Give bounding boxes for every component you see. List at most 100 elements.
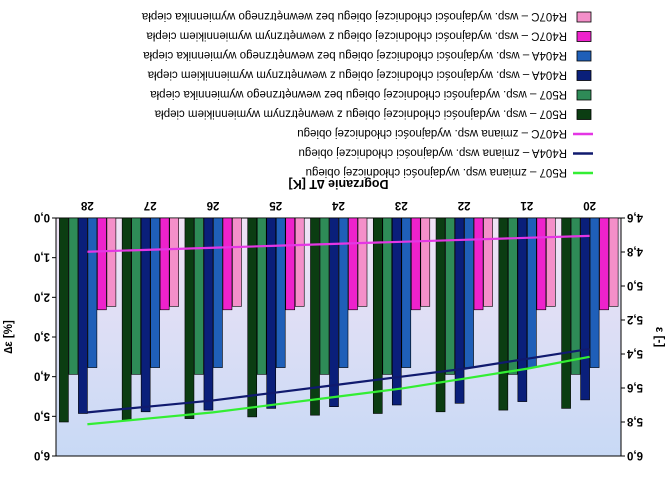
right-tick-label: 5,0 — [34, 409, 50, 421]
legend-label: R404A – zmiana wsp. wydajności chłodnicz… — [299, 147, 568, 159]
legend-swatch — [576, 31, 592, 42]
bar-r407c-z-24 — [348, 217, 358, 311]
legend-label: R404A – wsp. wydajności chłodniczej obie… — [143, 49, 567, 61]
bar-r507-bez-25 — [256, 217, 267, 375]
bar-r404a-bez-27 — [150, 217, 160, 368]
bar-r507-z-24 — [310, 217, 320, 416]
bar-r404a-z-22 — [454, 217, 465, 404]
bar-r407c-z-25 — [285, 217, 296, 311]
left-tick-label: 4,8 — [626, 245, 643, 257]
bar-r404a-z-24 — [329, 217, 339, 407]
x-axis-title: Dogrzanie ∆T [K] — [288, 177, 388, 191]
legend-label: R507 – wsp. wydajności chłodniczej obieg… — [150, 88, 567, 100]
legend-swatch — [576, 70, 592, 81]
bar-r407c-z-21 — [536, 217, 547, 311]
category-label: 26 — [207, 199, 220, 211]
category-label: 22 — [458, 199, 471, 211]
line-r407c-change — [87, 234, 590, 253]
line-r507-change — [87, 355, 590, 426]
category-label: 20 — [583, 199, 596, 211]
y-axis-right-title: ∆ε [%] — [3, 320, 15, 354]
bar-r404a-bez-21 — [527, 217, 537, 368]
right-tick-label: 3,0 — [34, 330, 50, 342]
category-label: 28 — [80, 199, 93, 211]
bar-r507-bez-24 — [319, 217, 330, 375]
bar-r404a-bez-26 — [213, 217, 223, 368]
bar-r404a-bez-24 — [338, 217, 349, 368]
bar-r407c-z-27 — [159, 217, 170, 311]
bar-r404a-z-27 — [140, 217, 151, 413]
bar-r507-bez-23 — [382, 217, 393, 375]
bar-r407c-z-20 — [599, 217, 609, 311]
bar-r407c-bez-22 — [483, 217, 493, 307]
bar-r404a-bez-20 — [589, 217, 600, 368]
bar-r404a-z-26 — [203, 217, 214, 411]
bar-r507-z-25 — [247, 217, 258, 418]
bar-r404a-bez-25 — [275, 217, 286, 368]
bar-r407c-bez-25 — [294, 217, 305, 307]
bar-r404a-z-28 — [78, 217, 88, 414]
bar-r407c-bez-20 — [608, 217, 619, 307]
right-tick-label: 1,0 — [34, 251, 50, 263]
category-label: 24 — [332, 199, 345, 211]
y-axis-left-title: ε [-] — [653, 327, 665, 347]
bar-r404a-z-20 — [580, 217, 590, 401]
right-tick-label: 2,0 — [34, 290, 50, 302]
legend-swatch — [576, 50, 592, 62]
bar-r407c-bez-27 — [169, 217, 179, 307]
right-tick-label: 6,0 — [34, 449, 50, 461]
bar-r507-z-26 — [184, 217, 195, 419]
bar-r507-z-21 — [498, 217, 509, 411]
legend-swatch — [576, 89, 592, 101]
bar-r407c-z-26 — [222, 217, 233, 311]
left-tick-label: 5,2 — [627, 313, 643, 325]
bar-r507-z-27 — [121, 217, 132, 421]
bar-r407c-z-23 — [410, 217, 421, 311]
bar-r404a-bez-23 — [401, 217, 412, 368]
legend-swatch — [576, 11, 592, 23]
left-tick-label: 5,0 — [627, 279, 643, 291]
bar-r507-bez-22 — [445, 217, 455, 375]
bar-r507-z-22 — [435, 217, 446, 413]
bar-r507-z-23 — [372, 217, 383, 414]
legend-swatch — [576, 109, 592, 120]
category-label: 27 — [144, 199, 157, 211]
legend-label: R407C – wsp. wydajności chłodniczej obie… — [146, 30, 567, 42]
legend-label: R407C – zmiana wsp. wydajności chłodnicz… — [297, 127, 567, 139]
bar-r404a-z-23 — [391, 217, 402, 406]
left-tick-label: 5,8 — [626, 415, 643, 427]
bar-r507-bez-26 — [194, 217, 204, 375]
bar-r507-z-28 — [59, 217, 69, 423]
left-tick-label: 4,6 — [627, 211, 643, 223]
bar-r507-bez-27 — [131, 217, 141, 375]
category-label: 25 — [269, 199, 282, 211]
bar-r507-bez-21 — [508, 217, 518, 375]
bar-r507-bez-28 — [68, 217, 79, 375]
legend-label: R507 – zmiana wsp. wydajności chłodnicze… — [306, 166, 567, 178]
bar-r407c-z-28 — [97, 217, 107, 311]
bar-r407c-bez-23 — [420, 217, 431, 307]
legend-label: R507 – wsp. wydajności chłodniczej obieg… — [154, 108, 567, 120]
bar-r404a-bez-28 — [87, 217, 98, 368]
bar-r407c-bez-24 — [357, 217, 368, 307]
bar-r407c-bez-21 — [546, 217, 556, 307]
category-label: 23 — [395, 199, 408, 211]
bar-r407c-bez-28 — [106, 217, 117, 307]
left-tick-label: 5,4 — [626, 347, 643, 359]
bar-r507-bez-20 — [570, 217, 581, 375]
bar-r404a-z-25 — [266, 217, 277, 409]
bar-r407c-bez-26 — [232, 217, 242, 307]
legend-label: R404A – wsp. wydajności chłodniczej obie… — [147, 69, 567, 81]
right-tick-label: 4,0 — [34, 370, 50, 382]
bar-r507-z-20 — [561, 217, 571, 409]
right-tick-label: 0,0 — [34, 211, 50, 223]
bar-r404a-z-21 — [517, 217, 528, 402]
bar-r407c-z-22 — [473, 217, 484, 311]
legend-label: R407C – wsp. wydajności chłodniczej obie… — [141, 10, 567, 22]
left-tick-label: 6,0 — [627, 449, 643, 461]
line-r404a-change — [87, 347, 590, 414]
category-label: 21 — [520, 199, 533, 211]
left-tick-label: 5,6 — [627, 381, 643, 393]
